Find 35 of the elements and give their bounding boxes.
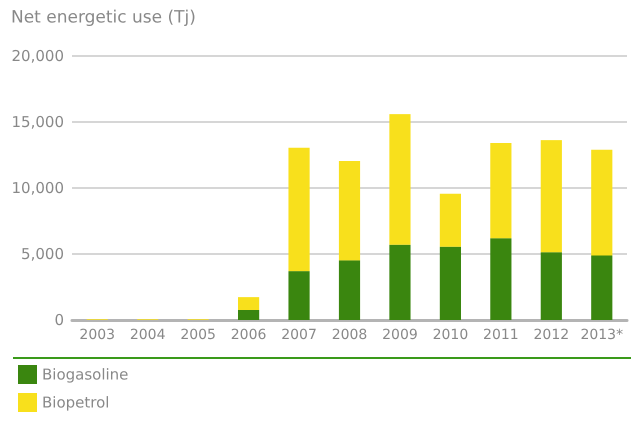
bar [389, 114, 411, 245]
bar [389, 244, 411, 320]
bar [540, 140, 562, 252]
bar [540, 252, 562, 320]
bar [338, 160, 360, 260]
bar [288, 271, 310, 320]
y-tick-label: 15,000 [12, 113, 64, 131]
y-tick-label: 20,000 [12, 47, 64, 65]
chart-title: Net energetic use (Tj) [11, 8, 196, 28]
bar [288, 148, 310, 272]
x-tick-label: 2006 [230, 327, 266, 343]
bar [591, 255, 612, 320]
bar [238, 310, 260, 320]
bar [440, 246, 462, 320]
y-tick-label: 5,000 [21, 245, 64, 263]
bar [338, 260, 360, 320]
x-tick-label: 2003 [79, 327, 116, 343]
bar [440, 194, 462, 247]
bar [490, 238, 512, 320]
x-tick-label: 2008 [332, 327, 368, 343]
x-tick-label: 2007 [281, 327, 317, 343]
bar [238, 297, 260, 310]
y-tick-label: 10,000 [12, 179, 64, 197]
bar [490, 142, 512, 238]
x-tick-label: 2009 [382, 327, 418, 343]
bar [591, 150, 612, 256]
x-tick-label: 2012 [534, 327, 570, 343]
x-tick-label: 2005 [180, 327, 216, 343]
x-tick-label: 2010 [432, 327, 468, 343]
legend-label: Biogasoline [42, 366, 128, 384]
x-tick-label: 2004 [130, 327, 166, 343]
x-tick-label: 2011 [483, 327, 519, 343]
y-tick-label: 0 [54, 311, 64, 329]
x-tick-label: 2013* [580, 327, 624, 343]
legend-label: Biopetrol [42, 394, 110, 412]
